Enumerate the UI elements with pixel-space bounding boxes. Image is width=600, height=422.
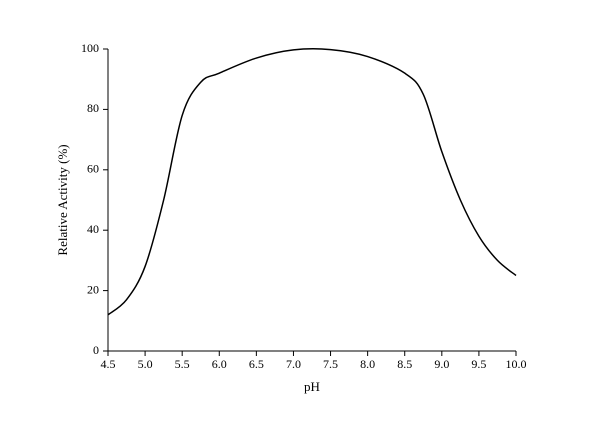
data-line: [107, 48, 517, 316]
y-tick-label: 40: [87, 222, 99, 236]
x-tick-label: 6.0: [212, 357, 227, 371]
y-axis-label: Relative Activity (%): [55, 144, 70, 255]
y-tick-label: 100: [81, 41, 99, 55]
x-tick-label: 9.0: [434, 357, 449, 371]
x-tick-label: 9.5: [471, 357, 486, 371]
x-tick-label: 5.5: [175, 357, 190, 371]
y-tick-label: 0: [93, 343, 99, 357]
x-tick-label: 4.5: [101, 357, 116, 371]
x-tick-label: 8.0: [360, 357, 375, 371]
x-tick-label: 7.0: [286, 357, 301, 371]
y-tick-label: 80: [87, 101, 99, 115]
x-tick-label: 5.0: [138, 357, 153, 371]
x-tick-label: 10.0: [506, 357, 527, 371]
x-axis-label: pH: [304, 379, 320, 394]
x-tick-label: 7.5: [323, 357, 338, 371]
x-tick-label: 6.5: [249, 357, 264, 371]
y-tick-label: 60: [87, 162, 99, 176]
y-tick-label: 20: [87, 282, 99, 296]
x-tick-label: 8.5: [397, 357, 412, 371]
